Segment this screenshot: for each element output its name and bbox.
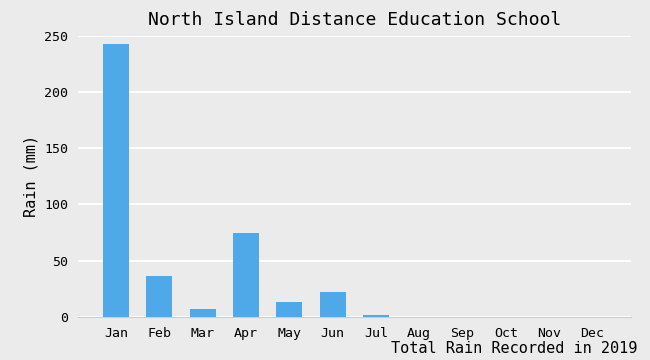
Bar bbox=[233, 233, 259, 317]
Title: North Island Distance Education School: North Island Distance Education School bbox=[148, 11, 561, 29]
Bar bbox=[363, 315, 389, 317]
Text: Total Rain Recorded in 2019: Total Rain Recorded in 2019 bbox=[391, 341, 637, 356]
Y-axis label: Rain (mm): Rain (mm) bbox=[23, 135, 39, 217]
Bar bbox=[276, 302, 302, 317]
Bar bbox=[190, 309, 216, 317]
Bar bbox=[103, 44, 129, 317]
Bar bbox=[320, 292, 346, 317]
Bar bbox=[146, 276, 172, 317]
